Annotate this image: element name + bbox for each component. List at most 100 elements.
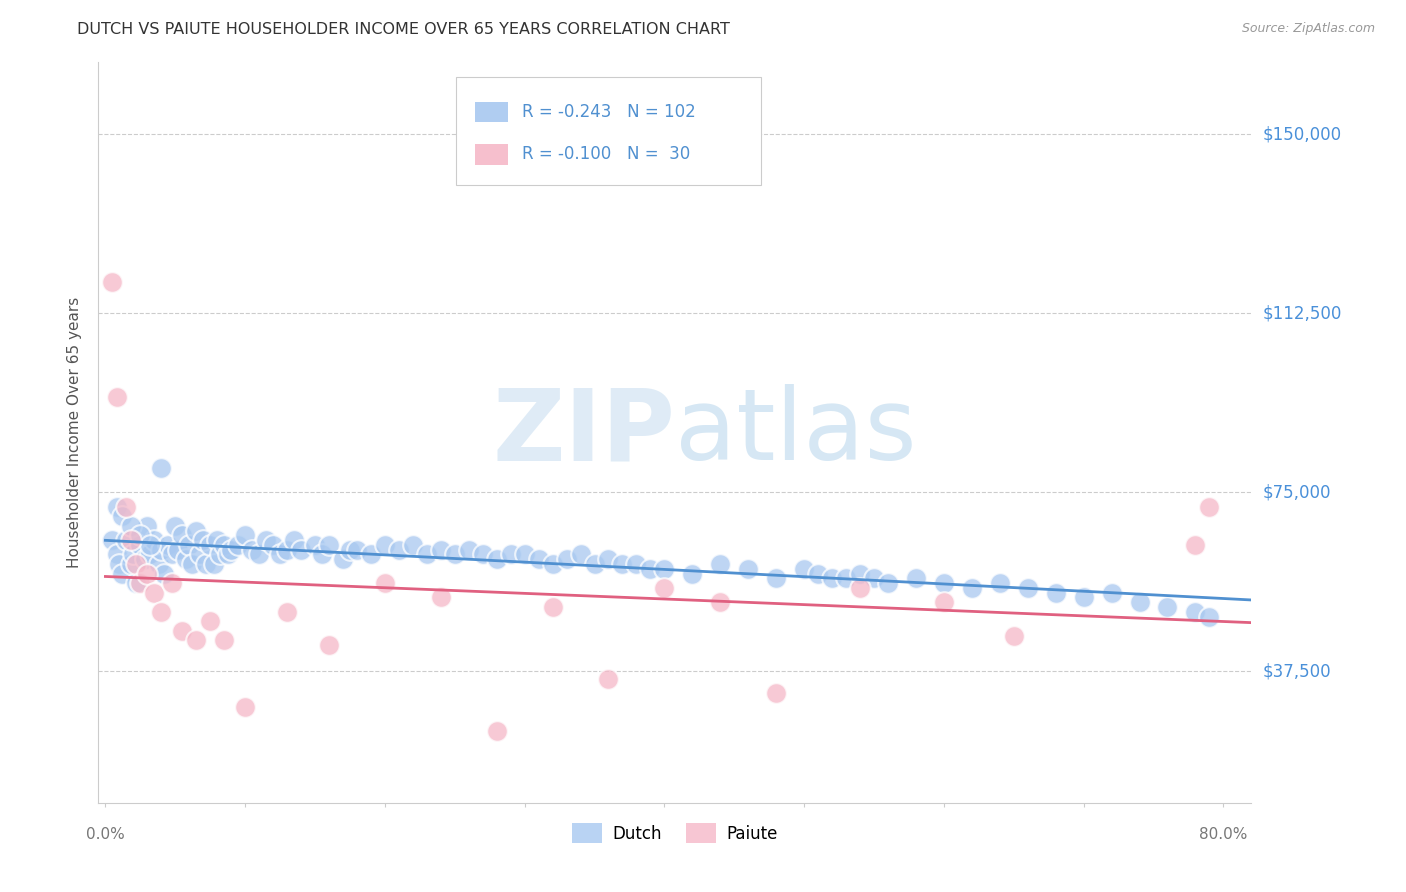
Text: DUTCH VS PAIUTE HOUSEHOLDER INCOME OVER 65 YEARS CORRELATION CHART: DUTCH VS PAIUTE HOUSEHOLDER INCOME OVER … (77, 22, 730, 37)
Point (276, 542, 298, 557)
Point (219, 542, 242, 557)
Point (157, 538, 180, 552)
Point (115, 533, 138, 547)
Point (709, 557, 731, 571)
Point (807, 566, 830, 581)
Point (640, 562, 662, 576)
Point (226, 538, 249, 552)
Point (654, 581, 676, 595)
Point (849, 566, 872, 581)
Point (136, 518, 159, 533)
Point (125, 576, 148, 591)
Point (105, 390, 128, 404)
Point (765, 571, 787, 585)
Text: $112,500: $112,500 (1263, 304, 1341, 322)
Point (304, 538, 326, 552)
Point (835, 571, 858, 585)
Point (115, 500, 138, 514)
Point (172, 624, 194, 638)
Point (654, 562, 676, 576)
Point (176, 552, 198, 566)
Point (283, 533, 305, 547)
Point (247, 548, 270, 562)
Point (233, 700, 256, 714)
Point (181, 557, 204, 571)
Point (190, 548, 212, 562)
Text: $150,000: $150,000 (1263, 125, 1341, 143)
Point (1017, 581, 1039, 595)
Text: atlas: atlas (675, 384, 917, 481)
Text: $75,000: $75,000 (1263, 483, 1331, 501)
Point (240, 542, 263, 557)
Point (583, 557, 606, 571)
Point (932, 595, 955, 609)
Point (388, 542, 411, 557)
Point (193, 533, 215, 547)
Point (269, 548, 291, 562)
Point (212, 538, 235, 552)
Point (318, 638, 340, 652)
Point (120, 518, 142, 533)
Point (150, 605, 173, 619)
FancyBboxPatch shape (456, 78, 762, 185)
Point (311, 548, 333, 562)
Point (108, 557, 131, 571)
Point (172, 528, 194, 542)
Point (212, 633, 235, 648)
Point (416, 548, 439, 562)
Point (737, 562, 759, 576)
Point (598, 552, 620, 566)
Point (162, 548, 184, 562)
Point (129, 538, 152, 552)
Point (186, 633, 208, 648)
Y-axis label: Householder Income Over 65 years: Householder Income Over 65 years (67, 297, 83, 568)
Point (125, 557, 148, 571)
Point (262, 538, 284, 552)
Point (430, 591, 453, 605)
Point (346, 542, 368, 557)
Point (105, 500, 128, 514)
Point (217, 548, 239, 562)
Point (904, 571, 927, 585)
Point (569, 548, 592, 562)
Point (179, 538, 201, 552)
FancyBboxPatch shape (475, 102, 508, 122)
Point (139, 548, 162, 562)
Point (988, 576, 1011, 591)
Point (374, 576, 396, 591)
Point (1198, 500, 1220, 514)
Point (374, 538, 396, 552)
Point (1184, 538, 1206, 552)
Text: ZIP: ZIP (492, 384, 675, 481)
Point (162, 576, 184, 591)
Point (1101, 585, 1123, 599)
Point (443, 548, 465, 562)
Point (111, 509, 134, 524)
Point (339, 542, 361, 557)
Point (681, 566, 703, 581)
Point (1198, 609, 1220, 624)
Point (205, 533, 228, 547)
Text: $37,500: $37,500 (1263, 663, 1331, 681)
Point (793, 562, 815, 576)
Point (254, 533, 277, 547)
Point (765, 686, 787, 700)
Point (150, 542, 173, 557)
Point (821, 571, 844, 585)
Point (499, 548, 522, 562)
Point (877, 576, 900, 591)
Point (233, 528, 256, 542)
Text: 0.0%: 0.0% (86, 827, 125, 842)
Point (139, 538, 162, 552)
Point (111, 566, 134, 581)
Point (143, 585, 166, 599)
Point (134, 552, 156, 566)
Point (513, 548, 536, 562)
Text: R = -0.243   N = 102: R = -0.243 N = 102 (522, 103, 696, 121)
Point (457, 542, 479, 557)
Text: Source: ZipAtlas.com: Source: ZipAtlas.com (1241, 22, 1375, 36)
Point (200, 615, 222, 629)
Point (165, 518, 187, 533)
Point (129, 528, 152, 542)
Point (555, 552, 578, 566)
